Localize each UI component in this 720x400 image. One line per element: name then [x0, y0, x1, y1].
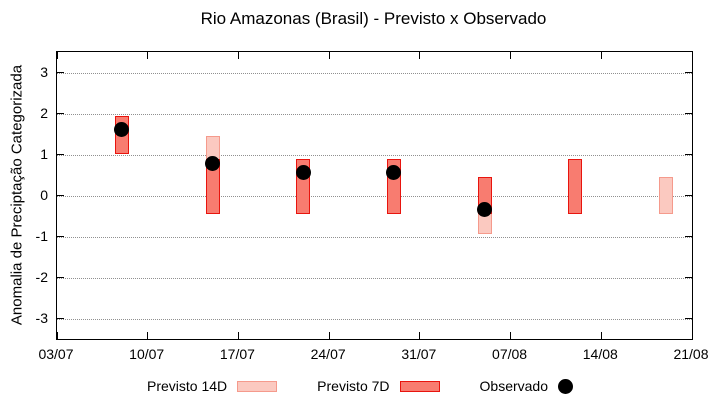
observed-point: [295, 165, 311, 181]
y-tick-label: 0: [40, 186, 48, 203]
y-tick-label: 3: [40, 63, 48, 80]
forecast-bar-7d: [568, 158, 583, 214]
gridline: [57, 236, 692, 238]
legend-item-previsto-7d: Previsto 7D: [317, 378, 440, 394]
legend-item-previsto-14d: Previsto 14D: [147, 378, 278, 394]
x-tick-top: [328, 52, 330, 59]
forecast-bar-14d: [659, 177, 674, 214]
observed-point: [477, 202, 493, 218]
y-tick-left: [57, 236, 64, 237]
legend-item-observado: Observado: [480, 378, 573, 394]
observed-point: [114, 122, 130, 138]
x-tick-top: [419, 52, 421, 59]
gridline: [57, 72, 692, 74]
x-tick-top: [510, 52, 512, 59]
y-tick-right: [685, 277, 692, 278]
y-tick-label: 2: [40, 104, 48, 121]
y-tick-left: [57, 318, 64, 319]
y-tick-right: [685, 72, 692, 73]
x-tick-label: 21/08: [673, 346, 709, 362]
x-tick-top: [600, 52, 602, 59]
y-tick-label: -3: [35, 309, 48, 326]
x-tick-label: 24/07: [310, 346, 346, 362]
observed-point: [386, 165, 402, 181]
plot-area: [56, 51, 693, 340]
y-tick-right: [685, 195, 692, 196]
gridline: [57, 277, 692, 279]
x-tick-bottom: [147, 332, 149, 339]
x-tick-bottom: [237, 332, 239, 339]
y-tick-left: [57, 154, 64, 155]
legend-label-previsto-14d: Previsto 14D: [147, 378, 228, 394]
x-tick-bottom: [328, 332, 330, 339]
legend-swatch-14d-icon: [237, 380, 278, 392]
y-tick-left: [57, 277, 64, 278]
gridline: [57, 113, 692, 115]
gridline: [57, 318, 692, 320]
x-tick-label: 10/07: [129, 346, 165, 362]
gridline: [57, 154, 692, 156]
x-tick-label: 31/07: [401, 346, 437, 362]
x-tick-bottom: [419, 332, 421, 339]
x-tick-bottom: [691, 332, 693, 339]
y-tick-left: [57, 195, 64, 196]
y-tick-right: [685, 318, 692, 319]
y-tick-right: [685, 113, 692, 114]
x-tick-label: 17/07: [219, 346, 255, 362]
y-tick-left: [57, 113, 64, 114]
x-tick-label: 14/08: [582, 346, 618, 362]
x-tick-top: [237, 52, 239, 59]
x-tick-top: [147, 52, 149, 59]
x-tick-top: [56, 52, 58, 59]
x-tick-top: [691, 52, 693, 59]
legend-label-previsto-7d: Previsto 7D: [317, 378, 390, 394]
legend: Previsto 14D Previsto 7D Observado: [0, 374, 720, 398]
gridline: [57, 195, 692, 197]
x-tick-bottom: [56, 332, 58, 339]
y-tick-label: -2: [35, 268, 48, 285]
x-tick-bottom: [510, 332, 512, 339]
chart-title: Rio Amazonas (Brasil) - Previsto x Obser…: [200, 9, 547, 28]
legend-label-observado: Observado: [479, 378, 548, 394]
legend-observado-dot-icon: [558, 378, 573, 394]
observed-point: [205, 156, 220, 172]
legend-swatch-7d-icon: [399, 380, 440, 392]
y-tick-label: 1: [40, 145, 48, 162]
y-tick-right: [685, 154, 692, 155]
y-tick-label: -1: [35, 227, 48, 244]
y-tick-left: [57, 72, 64, 73]
x-tick-label: 07/08: [492, 346, 528, 362]
y-tick-right: [685, 236, 692, 237]
x-tick-bottom: [600, 332, 602, 339]
x-tick-label: 03/07: [38, 346, 74, 362]
